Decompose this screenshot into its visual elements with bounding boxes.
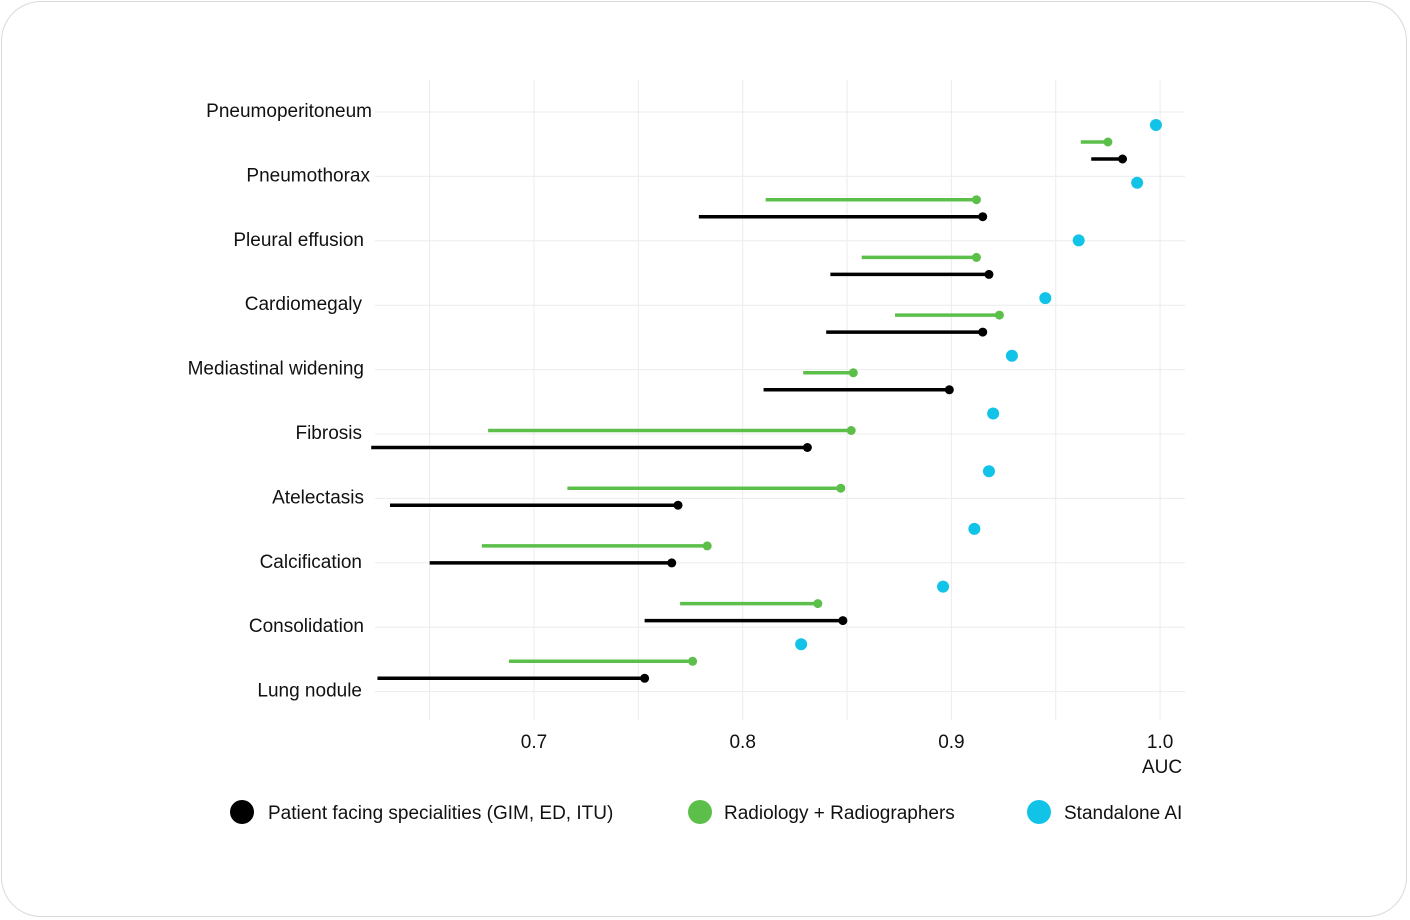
legend-label-ai: Standalone AI: [1064, 803, 1182, 824]
patient-range-point: [838, 616, 848, 626]
legend-label-radiology: Radiology + Radiographers: [724, 803, 955, 824]
radiology-range-point: [813, 599, 823, 609]
patient-range-point: [667, 558, 677, 568]
patient-range-point: [673, 500, 683, 510]
ai-point: [795, 638, 808, 651]
x-tick-label: 1.0: [1147, 732, 1173, 753]
x-tick-label: 0.8: [729, 732, 755, 753]
x-tick-label: 0.9: [938, 732, 964, 753]
radiology-range-point: [971, 195, 981, 205]
category-label: Pneumoperitoneum: [206, 101, 372, 122]
patient-range-point: [978, 327, 988, 337]
legend-marker-patient: [230, 800, 254, 824]
category-labels: Pneumoperitoneum Pneumothorax Pleural effu…: [188, 101, 372, 702]
x-axis-label: AUC: [1142, 757, 1182, 778]
radiology-range-point: [971, 252, 981, 262]
radiology-range-point: [836, 483, 846, 493]
patient-range-point: [640, 673, 650, 683]
x-tick-label: 0.7: [521, 732, 547, 753]
legend-marker-radiology: [688, 800, 712, 824]
radiology-range-point: [994, 310, 1004, 320]
ai-point: [1072, 234, 1085, 247]
category-label: Consolidation: [249, 616, 364, 637]
radiology-range-point: [846, 426, 856, 435]
x-tick-labels: 0.7 0.8 0.9 1.0: [521, 732, 1174, 753]
category-label: Atelectasis: [272, 487, 364, 508]
marks: [371, 119, 1162, 683]
category-label: Cardiomegaly: [245, 294, 363, 315]
patient-range-point: [978, 212, 988, 222]
patient-range-point: [802, 443, 812, 452]
category-label: Pleural effusion: [233, 230, 364, 251]
radiology-range-point: [688, 656, 698, 666]
category-label: Calcification: [260, 552, 362, 573]
ai-point: [982, 465, 995, 478]
patient-range-point: [1118, 154, 1128, 164]
radiology-range-point: [702, 541, 712, 551]
category-label: Lung nodule: [257, 681, 362, 702]
patient-range-point: [944, 385, 954, 395]
ai-point: [1005, 349, 1018, 362]
ai-point: [1039, 292, 1052, 305]
category-label: Fibrosis: [295, 423, 362, 444]
ai-point: [1131, 176, 1144, 189]
radiology-range-point: [1103, 137, 1113, 147]
radiology-range-point: [848, 368, 858, 378]
category-label: Pneumothorax: [246, 165, 370, 186]
ai-point: [987, 407, 1000, 420]
legend-marker-ai: [1027, 800, 1051, 824]
ai-point: [937, 580, 950, 593]
grid: [375, 80, 1185, 720]
legend-label-patient: Patient facing specialities (GIM, ED, IT…: [268, 803, 613, 824]
ai-point: [1149, 119, 1162, 131]
legend: Patient facing specialities (GIM, ED, IT…: [230, 800, 1182, 824]
ai-point: [968, 522, 981, 535]
category-label: Mediastinal widening: [188, 359, 364, 380]
patient-range-point: [984, 269, 994, 279]
